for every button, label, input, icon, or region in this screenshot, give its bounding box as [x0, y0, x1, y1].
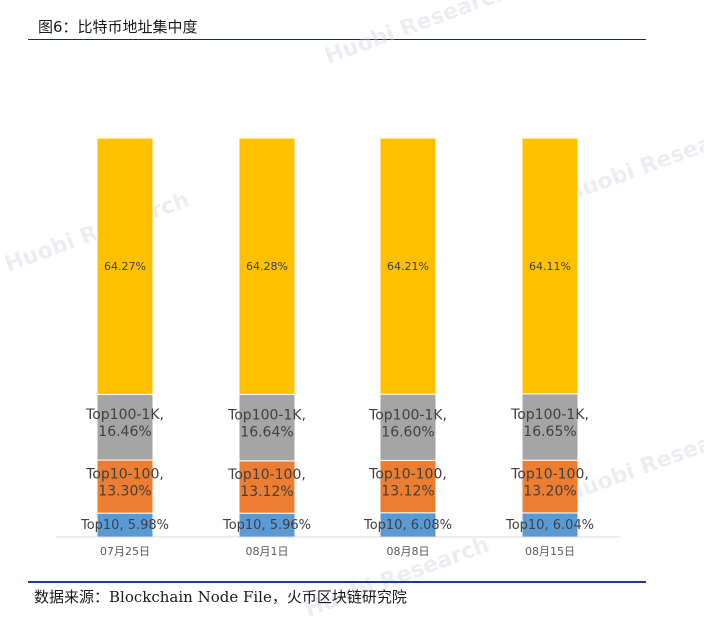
data-label-top-3: 64.11% [529, 260, 571, 273]
data-label-Top100-1K-0: Top100-1K, 16.46% [85, 407, 164, 440]
data-label-Top100-1K-1: Top100-1K, 16.64% [227, 408, 306, 441]
x-tick-label-0: 07月25日 [100, 545, 150, 558]
data-label-Top10-1: Top10, 5.96% [222, 518, 311, 533]
bar-segment-top-1 [238, 137, 296, 395]
data-label-top-0: 64.27% [104, 260, 146, 273]
stacked-bar-chart: Top10, 5.98% Top10-100, 13.30% Top100-1K, 16… [56, 137, 620, 558]
bar-segment-Top10-100-1 [238, 460, 296, 514]
source-note: 数据来源：Blockchain Node File，火币区块链研究院 [34, 588, 407, 606]
data-label-Top10-100-2: Top10-100, 13.12% [368, 467, 447, 500]
data-label-top-1: 64.28% [246, 260, 288, 273]
data-label-top-2: 64.21% [387, 260, 429, 273]
data-label-Top10-100-3: Top10-100, 13.20% [510, 467, 589, 500]
x-tick-label-1: 08月1日 [246, 545, 289, 558]
data-label-Top10-0: Top10, 5.98% [80, 518, 169, 533]
bar-segment-top-3 [521, 137, 579, 395]
bar-segment-Top100-1K-2 [379, 393, 437, 461]
bar-segment-Top10-100-2 [379, 459, 437, 514]
bar-segment-Top100-1K-1 [238, 393, 296, 462]
bar-segment-Top100-1K-0 [96, 393, 154, 461]
data-label-Top100-1K-3: Top100-1K, 16.65% [510, 407, 589, 440]
bar-segment-Top10-100-3 [521, 459, 579, 514]
data-label-Top100-1K-2: Top100-1K, 16.60% [368, 407, 447, 440]
data-label-Top10-100-1: Top10-100, 13.12% [227, 467, 306, 500]
x-tick-label-3: 08月15日 [525, 545, 575, 558]
data-label-Top10-3: Top10, 6.04% [505, 518, 594, 533]
bar-segment-Top100-1K-3 [521, 393, 579, 461]
figure-title: 图6：比特币地址集中度 [38, 18, 198, 36]
data-label-Top10-100-0: Top10-100, 13.30% [85, 467, 164, 500]
bar-segment-Top10-3 [521, 512, 579, 538]
bar-segment-top-2 [379, 137, 437, 395]
bottom-rule [28, 581, 646, 583]
bar-segment-Top10-100-0 [96, 459, 154, 514]
bar-segment-top-0 [96, 137, 154, 395]
data-label-Top10-2: Top10, 6.08% [363, 518, 452, 533]
x-tick-label-2: 08月8日 [387, 545, 430, 558]
top-rule [28, 39, 646, 40]
